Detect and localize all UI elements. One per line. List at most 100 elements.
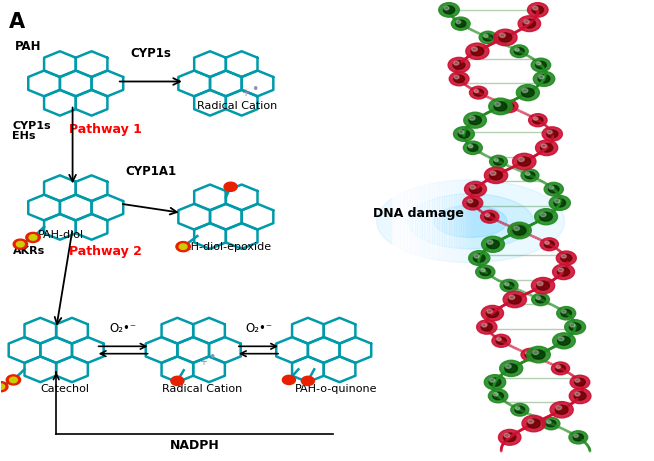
Circle shape — [467, 199, 478, 207]
Circle shape — [456, 20, 466, 27]
Bar — [469, 1, 470, 460]
Circle shape — [485, 167, 508, 183]
Circle shape — [453, 61, 459, 65]
Circle shape — [525, 351, 530, 355]
Circle shape — [489, 378, 501, 386]
Ellipse shape — [408, 194, 533, 249]
Circle shape — [487, 309, 498, 318]
Circle shape — [542, 417, 560, 430]
Circle shape — [549, 185, 559, 193]
Bar — [470, 1, 472, 460]
Circle shape — [485, 213, 490, 217]
Circle shape — [511, 403, 529, 416]
Circle shape — [505, 364, 517, 373]
Bar — [398, 1, 399, 460]
Circle shape — [509, 296, 515, 300]
Bar — [450, 1, 452, 460]
Bar — [441, 1, 443, 460]
Circle shape — [575, 392, 580, 396]
Circle shape — [504, 433, 516, 442]
Circle shape — [531, 58, 551, 72]
Circle shape — [496, 337, 506, 344]
Bar — [453, 1, 455, 460]
Circle shape — [569, 431, 588, 444]
Bar — [460, 1, 462, 460]
Circle shape — [464, 112, 487, 128]
Text: EHs: EHs — [12, 131, 36, 141]
Circle shape — [492, 392, 504, 400]
Circle shape — [549, 186, 554, 189]
Circle shape — [505, 283, 509, 286]
Circle shape — [490, 155, 508, 168]
Bar — [431, 1, 433, 460]
Circle shape — [480, 268, 490, 276]
Circle shape — [561, 254, 572, 262]
Circle shape — [541, 144, 547, 148]
Circle shape — [0, 382, 8, 392]
Text: PAH: PAH — [15, 40, 42, 53]
Circle shape — [485, 375, 506, 390]
Circle shape — [472, 47, 477, 51]
Text: Radical Cation: Radical Cation — [162, 384, 242, 394]
Text: O₂•⁻: O₂•⁻ — [110, 322, 137, 335]
Circle shape — [471, 47, 484, 56]
Text: +: + — [199, 356, 207, 366]
Circle shape — [510, 45, 528, 58]
Circle shape — [534, 209, 557, 225]
Bar — [413, 1, 415, 460]
Circle shape — [514, 48, 524, 55]
Circle shape — [547, 130, 558, 138]
Circle shape — [533, 117, 543, 124]
Circle shape — [542, 127, 562, 141]
Circle shape — [555, 199, 560, 203]
Circle shape — [29, 235, 37, 240]
Bar — [396, 1, 398, 460]
Bar — [402, 1, 404, 460]
Circle shape — [448, 58, 470, 73]
Bar — [462, 1, 464, 460]
Circle shape — [470, 185, 475, 189]
Circle shape — [0, 384, 5, 390]
Circle shape — [490, 171, 496, 175]
Circle shape — [518, 157, 530, 166]
Circle shape — [479, 31, 497, 44]
Circle shape — [540, 238, 559, 251]
Bar — [433, 1, 435, 460]
Bar — [452, 1, 453, 460]
Circle shape — [494, 29, 517, 46]
Circle shape — [489, 98, 512, 115]
Bar — [394, 1, 396, 460]
Circle shape — [574, 378, 585, 386]
Text: A: A — [9, 12, 25, 32]
Circle shape — [171, 376, 184, 385]
Circle shape — [528, 420, 534, 424]
Circle shape — [439, 3, 459, 17]
Circle shape — [533, 350, 538, 355]
Circle shape — [557, 307, 576, 320]
Circle shape — [524, 20, 529, 24]
Circle shape — [179, 244, 187, 249]
Circle shape — [481, 323, 492, 331]
Bar — [430, 1, 431, 460]
Circle shape — [487, 240, 493, 244]
Circle shape — [475, 265, 495, 278]
Circle shape — [494, 102, 507, 111]
Circle shape — [570, 375, 590, 389]
Text: NADPH: NADPH — [170, 439, 220, 452]
Circle shape — [451, 17, 470, 30]
Bar — [458, 1, 460, 460]
Bar — [409, 1, 411, 460]
Circle shape — [538, 75, 550, 83]
Circle shape — [550, 402, 573, 418]
Circle shape — [521, 349, 539, 361]
Bar — [407, 1, 409, 460]
Circle shape — [532, 278, 555, 294]
Bar — [392, 1, 394, 460]
Circle shape — [536, 62, 541, 65]
Bar — [404, 1, 406, 460]
Circle shape — [513, 226, 526, 235]
Circle shape — [546, 420, 556, 427]
Ellipse shape — [377, 180, 564, 263]
Text: AKRs: AKRs — [12, 246, 44, 256]
Circle shape — [494, 159, 498, 161]
